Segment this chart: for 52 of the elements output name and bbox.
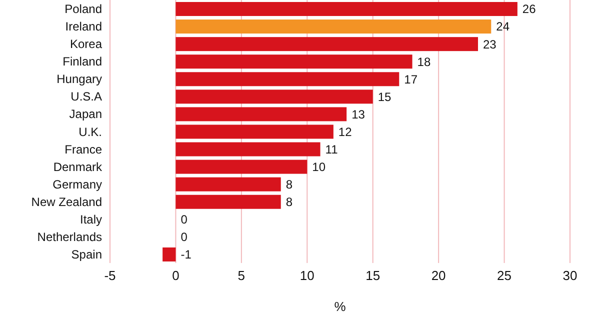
y-tick-label: Japan — [69, 107, 102, 122]
data-label: 17 — [404, 72, 418, 86]
data-label: 13 — [352, 107, 366, 122]
data-label: 15 — [378, 90, 392, 104]
y-tick-label: U.K. — [78, 124, 102, 139]
data-label: 8 — [286, 195, 293, 210]
x-tick-label: 5 — [238, 268, 246, 284]
y-tick-label: Germany — [52, 177, 102, 192]
data-label: 0 — [180, 230, 188, 244]
bar — [176, 142, 320, 156]
bar — [176, 54, 412, 69]
y-tick-label: Korea — [70, 37, 102, 52]
data-label: 10 — [312, 160, 326, 174]
bar — [176, 37, 478, 52]
y-tick-label: New Zealand — [31, 194, 102, 209]
x-tick-label: 0 — [172, 268, 180, 284]
y-tick-label: Hungary — [56, 72, 102, 86]
x-tick-label: 20 — [431, 268, 446, 284]
bar — [176, 107, 347, 122]
data-label: 11 — [325, 142, 338, 156]
y-tick-label: Finland — [62, 54, 102, 69]
data-label: 26 — [522, 2, 536, 16]
x-tick-label: 30 — [562, 268, 578, 284]
bar — [176, 160, 308, 174]
bar — [176, 2, 518, 16]
y-tick-label: France — [64, 142, 102, 156]
x-tick-label: 15 — [366, 268, 380, 284]
bar — [162, 247, 176, 262]
x-tick-label: 10 — [300, 268, 314, 284]
data-label: 18 — [417, 54, 431, 69]
y-tick-label: Poland — [64, 2, 102, 16]
bar — [176, 194, 281, 209]
bar — [176, 90, 373, 104]
bar — [176, 177, 281, 192]
data-label: 12 — [338, 124, 352, 139]
data-label: 8 — [286, 178, 293, 192]
x-tick-label: -5 — [104, 268, 116, 284]
x-axis-title: % — [334, 299, 346, 314]
data-label: -1 — [180, 248, 192, 262]
x-tick-label: 25 — [497, 268, 512, 284]
data-label: 24 — [496, 20, 510, 34]
data-label: 0 — [180, 212, 188, 227]
y-tick-label: Spain — [71, 247, 102, 262]
y-tick-label: U.S.A — [70, 90, 102, 104]
y-tick-label: Italy — [80, 212, 102, 226]
y-tick-label: Ireland — [65, 20, 102, 34]
data-label: 23 — [483, 37, 497, 52]
bar — [176, 20, 492, 34]
bar — [176, 124, 334, 139]
y-tick-label: Denmark — [53, 160, 103, 174]
bar — [176, 72, 400, 86]
y-tick-label: Netherlands — [37, 230, 102, 244]
